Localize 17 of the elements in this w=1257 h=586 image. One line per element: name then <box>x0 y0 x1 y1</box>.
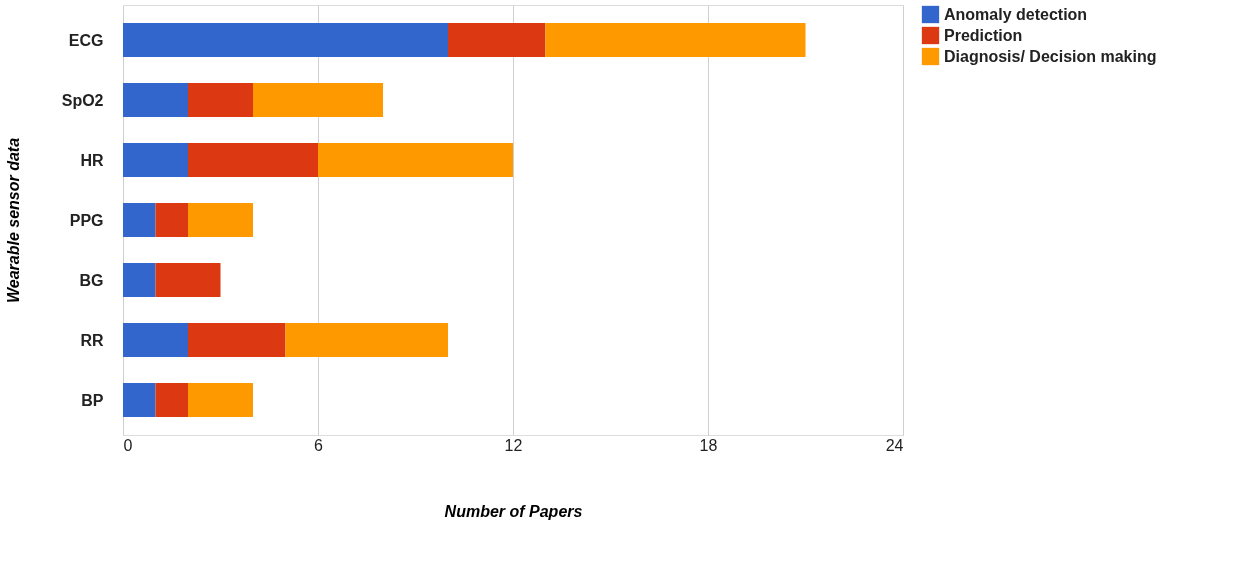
legend-label: Anomaly detection <box>944 5 1088 23</box>
y-tick-label: BP <box>81 391 104 409</box>
x-axis-title: Number of Papers <box>444 502 583 520</box>
x-tick-label: 12 <box>504 436 523 454</box>
x-tick-label: 0 <box>123 436 133 454</box>
x-tick-label: 18 <box>699 436 718 454</box>
legend-label: Prediction <box>944 26 1023 44</box>
x-tick-label: 6 <box>314 436 324 454</box>
y-tick-label: ECG <box>68 31 104 49</box>
x-tick-label: 24 <box>885 436 904 454</box>
y-tick-label: RR <box>80 331 104 349</box>
y-tick-label: HR <box>80 151 104 169</box>
y-tick-label: PPG <box>69 211 104 229</box>
y-tick-label: BG <box>79 271 104 289</box>
y-tick-label: SpO2 <box>61 91 104 109</box>
y-axis-title: Wearable sensor data <box>4 137 22 304</box>
legend-label: Diagnosis/ Decision making <box>944 47 1157 65</box>
